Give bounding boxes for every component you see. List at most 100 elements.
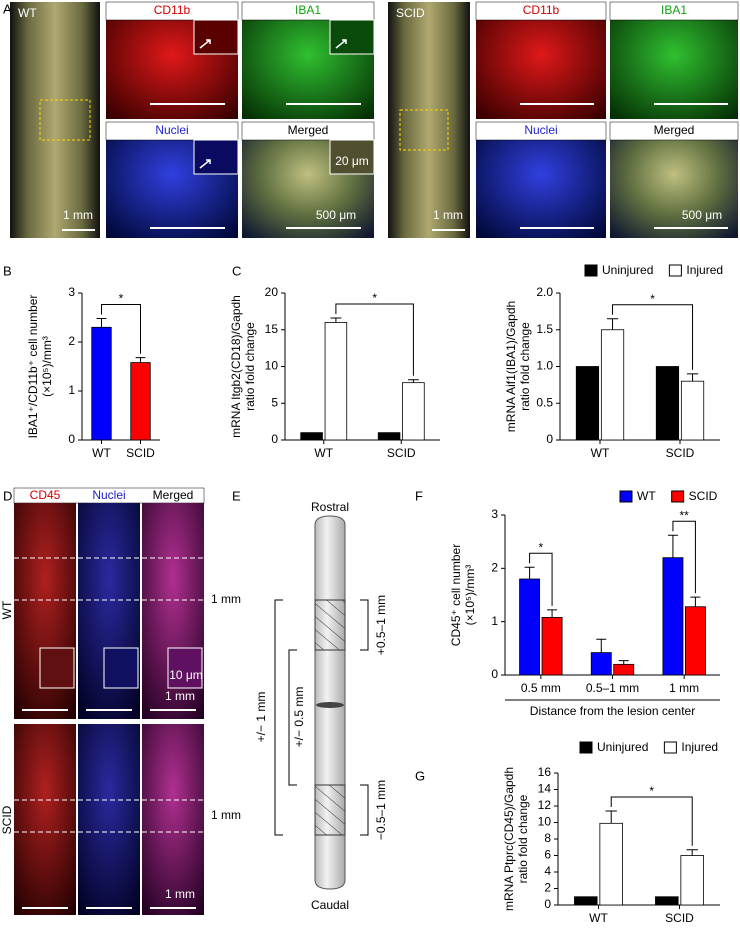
significance-label: *	[372, 291, 377, 305]
bracket	[274, 599, 283, 836]
scale-label: 500 μm	[316, 208, 356, 222]
tile-label: Merged	[288, 123, 329, 137]
tile-header	[609, 1, 739, 21]
significance-bracket	[335, 303, 414, 376]
column-label: CD45	[30, 488, 61, 502]
panel-label: A	[3, 1, 12, 16]
y-axis-label: ratio fold change	[518, 322, 532, 411]
x-axis-label: Distance from the lesion center	[530, 704, 695, 718]
y-tick-label: 2	[68, 334, 75, 348]
bar	[519, 578, 541, 676]
error-bar	[330, 317, 342, 323]
x-tick-label: SCID	[665, 911, 694, 925]
legend-label: Injured	[686, 263, 723, 277]
tile-header	[105, 1, 239, 21]
y-tick-label: 6	[544, 848, 551, 862]
significance-label: *	[538, 540, 543, 554]
tile-label: Merged	[654, 123, 695, 137]
arrow	[199, 159, 211, 169]
y-tick-label: 0	[544, 897, 551, 911]
y-axis-label: (×10⁵)/mm³	[40, 336, 54, 397]
y-tick-label: 0	[271, 432, 278, 446]
y-tick-label: 16	[538, 765, 552, 779]
error-bar	[606, 318, 619, 330]
inset	[193, 139, 239, 175]
bar	[590, 652, 612, 676]
column-label: Nuclei	[92, 488, 125, 502]
panel-label: E	[232, 488, 241, 503]
spinal-cord-image	[10, 2, 100, 238]
spinal-cord-image	[388, 2, 470, 238]
significance-label: *	[649, 784, 654, 798]
diagram-label: Rostral	[311, 500, 349, 514]
y-tick-label: 3	[491, 507, 498, 521]
scale-label: 1 mm	[165, 887, 195, 901]
error-bar	[686, 849, 698, 856]
hatched-region	[314, 784, 346, 836]
row-label: WT	[0, 600, 14, 619]
bracket	[288, 649, 297, 786]
side-label: 1 mm	[211, 592, 241, 606]
inset	[193, 19, 239, 55]
image-tile	[476, 122, 606, 238]
bracket-label: +/− 0.5 mm	[292, 687, 306, 748]
inset	[103, 647, 139, 689]
tile-header	[105, 121, 239, 141]
bar	[91, 326, 112, 441]
panel-e: Rostral Caudal +/− 1 mm +/− 0.5 mm +0.5–…	[254, 500, 388, 912]
column-label: Merged	[153, 488, 194, 502]
bar	[684, 606, 706, 676]
error-bar	[96, 317, 107, 328]
x-tick-label: WT	[589, 911, 608, 925]
arrow	[199, 39, 211, 49]
x-tick-label: SCID	[387, 446, 416, 460]
lesion	[316, 702, 344, 708]
bar	[575, 366, 600, 441]
scale-label: 1 mm	[433, 208, 463, 222]
bracket	[360, 784, 369, 836]
y-tick-label: 0	[546, 432, 553, 446]
panel-a-scid: SCID 1 mm CD11b IBA1 Nuclei Merged 500 μ…	[388, 1, 739, 238]
error-bar	[596, 638, 607, 653]
roi-box	[39, 99, 91, 141]
y-tick-label: 5	[271, 395, 278, 409]
bar	[680, 855, 704, 906]
scale-label: 10 μm	[169, 668, 203, 682]
significance-bracket	[101, 303, 141, 354]
y-tick-label: 0	[491, 667, 498, 681]
image-tile	[476, 2, 606, 119]
legend-swatch	[619, 490, 633, 503]
row-label: SCID	[0, 805, 14, 834]
bracket-label: +0.5–1 mm	[374, 595, 388, 655]
image-tile	[142, 724, 204, 915]
inset	[329, 139, 375, 175]
bar	[541, 617, 563, 676]
legend-swatch	[668, 264, 682, 277]
panel-label: G	[415, 768, 425, 783]
x-tick-label: 0.5 mm	[521, 681, 561, 695]
x-tick-label: 0.5–1 mm	[586, 681, 639, 695]
tile-label: IBA1	[295, 3, 321, 17]
inset	[167, 647, 203, 689]
significance-label: *	[650, 292, 655, 306]
significance-bracket	[529, 552, 553, 606]
error-bar	[667, 534, 678, 558]
y-tick-label: 1	[491, 614, 498, 628]
error-bar	[524, 566, 535, 579]
x-tick-label: WT	[92, 446, 111, 460]
error-bar	[605, 810, 617, 824]
image-label: SCID	[396, 6, 425, 20]
legend-label: WT	[637, 489, 656, 503]
panel-label: F	[415, 488, 423, 503]
image-tile	[14, 724, 76, 915]
y-tick-label: 14	[538, 782, 552, 796]
bar	[680, 380, 705, 441]
bracket-label: +/− 1 mm	[254, 692, 268, 743]
panel-label: D	[3, 488, 12, 503]
legend-swatch	[584, 264, 598, 277]
tile-header	[241, 1, 375, 21]
panel-label: C	[232, 263, 241, 278]
y-tick-label: 0	[68, 432, 75, 446]
x-tick-label: SCID	[126, 446, 155, 460]
